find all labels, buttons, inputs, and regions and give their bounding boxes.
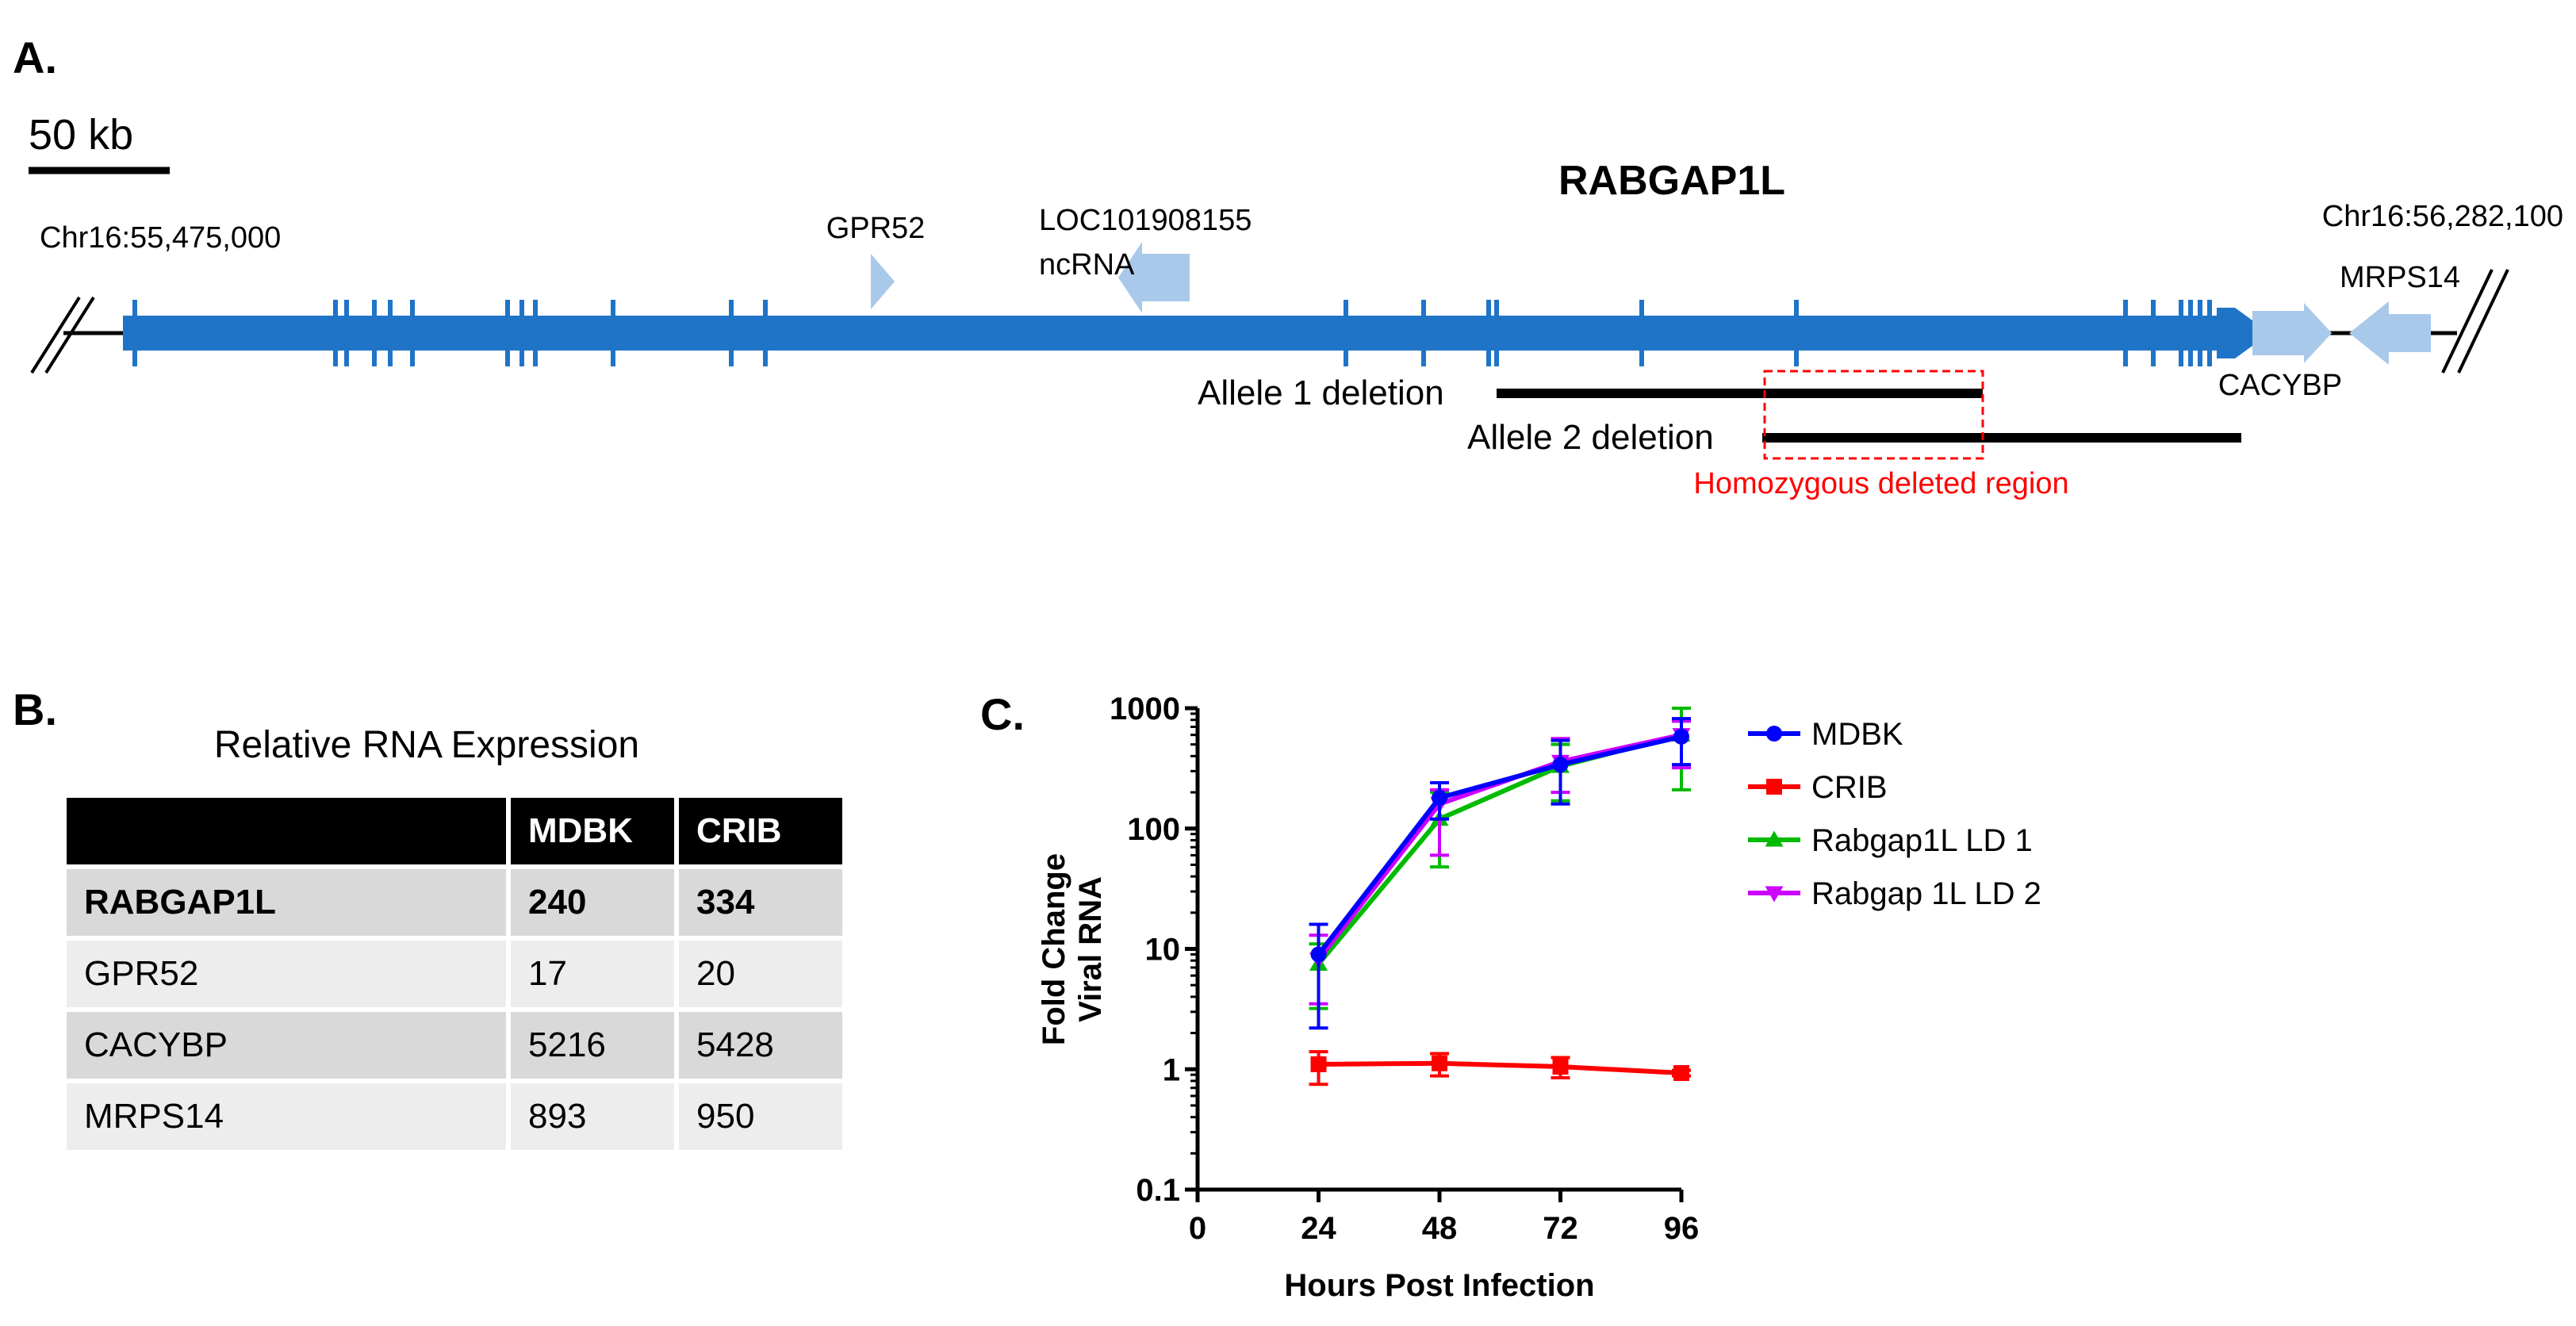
allele-2-deletion-label: Allele 2 deletion bbox=[1467, 418, 1714, 457]
legend-marker bbox=[1765, 830, 1784, 847]
legend-entry: CRIB bbox=[1748, 770, 1888, 805]
mrps14-label: MRPS14 bbox=[2340, 261, 2460, 294]
scale-bar-label: 50 kb bbox=[29, 111, 133, 159]
gene-name-cell: CACYBP bbox=[67, 1012, 506, 1079]
table-row: MRPS14 893 950 bbox=[67, 1083, 842, 1150]
loc101908155-label: LOC101908155 bbox=[1039, 204, 1252, 237]
gene-name-cell: GPR52 bbox=[67, 941, 506, 1007]
y-tick-label: 100 bbox=[1127, 812, 1180, 847]
mdbk-value-cell: 893 bbox=[511, 1083, 674, 1150]
data-point bbox=[1673, 1065, 1689, 1082]
data-point bbox=[1432, 790, 1447, 807]
homozygous-deleted-label: Homozygous deleted region bbox=[1693, 467, 2068, 500]
y-axis-title-line: Viral RNA bbox=[1073, 876, 1108, 1022]
x-tick-label: 96 bbox=[1664, 1211, 1700, 1246]
table-row: RABGAP1L 240 334 bbox=[67, 869, 842, 936]
x-tick-label: 72 bbox=[1543, 1211, 1578, 1246]
legend-entry: MDBK bbox=[1748, 717, 1903, 752]
y-tick-label: 0.1 bbox=[1136, 1173, 1180, 1208]
homozygous-deleted-box bbox=[1763, 370, 1984, 460]
allele-1-deletion-label: Allele 1 deletion bbox=[1198, 374, 1444, 412]
right-coordinate: Chr16:56,282,100 bbox=[2322, 200, 2563, 233]
y-tick-label: 1000 bbox=[1110, 692, 1180, 726]
series-line bbox=[1317, 732, 1682, 966]
mdbk-value-cell: 240 bbox=[511, 869, 674, 936]
table-title: Relative RNA Expression bbox=[213, 724, 640, 766]
table-header-cell: CRIB bbox=[679, 798, 842, 864]
mdbk-value-cell: 17 bbox=[511, 941, 674, 1007]
gene-name-cell: RABGAP1L bbox=[67, 869, 506, 936]
mdbk-value-cell: 5216 bbox=[511, 1012, 674, 1079]
left-coordinate: Chr16:55,475,000 bbox=[40, 221, 281, 255]
series-line bbox=[1317, 734, 1682, 956]
expression-table: MDBK CRIB RABGAP1L 240 334 GPR52 17 20 C… bbox=[62, 793, 847, 1155]
table-header-cell: MDBK bbox=[511, 798, 674, 864]
panel-a-label: A. bbox=[13, 33, 57, 82]
legend-label: MDBK bbox=[1811, 717, 1903, 752]
legend-label: CRIB bbox=[1811, 770, 1888, 805]
data-point bbox=[1432, 1055, 1447, 1071]
table-row: CACYBP 5216 5428 bbox=[67, 1012, 842, 1079]
gene-title: RABGAP1L bbox=[1558, 158, 1785, 204]
data-point bbox=[1552, 757, 1569, 773]
legend-label: Rabgap1L LD 1 bbox=[1811, 823, 2033, 858]
gene-name-cell: MRPS14 bbox=[67, 1083, 506, 1150]
data-point bbox=[1310, 1056, 1327, 1072]
y-axis-title-line: Fold Change bbox=[1037, 853, 1071, 1045]
x-tick-label: 48 bbox=[1422, 1211, 1458, 1246]
panel-b-label: B. bbox=[13, 684, 57, 734]
y-tick-label: 1 bbox=[1163, 1052, 1180, 1087]
series-line bbox=[1318, 1060, 1682, 1076]
y-axis-title: Fold ChangeViral RNA bbox=[1037, 853, 1108, 1045]
series-crib bbox=[1309, 1050, 1691, 1086]
table-row: GPR52 17 20 bbox=[67, 941, 842, 1007]
crib-value-cell: 5428 bbox=[679, 1012, 842, 1079]
cacybp-label: CACYBP bbox=[2218, 369, 2342, 402]
legend-label: Rabgap 1L LD 2 bbox=[1811, 876, 2041, 911]
panel-c-label: C. bbox=[980, 689, 1025, 739]
series-rabgap-1l-ld-2 bbox=[1309, 719, 1691, 1006]
x-axis-title: Hours Post Infection bbox=[1284, 1268, 1594, 1303]
left-break-mark bbox=[30, 296, 95, 374]
gpr52-arrow bbox=[871, 254, 895, 309]
legend-marker bbox=[1766, 726, 1782, 742]
legend-marker bbox=[1765, 886, 1784, 903]
rabgap1l-gene-body bbox=[123, 308, 2270, 358]
cacybp-arrow-body bbox=[2252, 303, 2332, 363]
crib-value-cell: 950 bbox=[679, 1083, 842, 1150]
data-point bbox=[1673, 728, 1689, 745]
series-mdbk bbox=[1309, 717, 1691, 1030]
gpr52-label: GPR52 bbox=[826, 212, 926, 245]
legend-entry: Rabgap 1L LD 2 bbox=[1748, 876, 2041, 911]
x-tick-label: 24 bbox=[1301, 1211, 1336, 1246]
panel-a-gene-map: A. 50 kb RABGAP1L Chr16:55,475,000 Chr16… bbox=[13, 33, 2563, 500]
rabgap1l-exons bbox=[132, 300, 2212, 366]
data-point bbox=[1310, 946, 1327, 963]
legend-entry: Rabgap1L LD 1 bbox=[1748, 823, 2033, 858]
series-rabgap1l-ld-1 bbox=[1309, 707, 1691, 1010]
data-point bbox=[1552, 1059, 1569, 1075]
crib-value-cell: 20 bbox=[679, 941, 842, 1007]
series-line bbox=[1317, 732, 1682, 961]
mrps14-arrow bbox=[2349, 301, 2431, 365]
table-header-row: MDBK CRIB bbox=[67, 798, 842, 864]
table-header-cell bbox=[67, 798, 506, 864]
right-break-mark bbox=[2441, 269, 2509, 374]
loc101908155-arrow bbox=[1118, 242, 1190, 313]
ncrna-label: ncRNA bbox=[1039, 248, 1135, 282]
legend-marker bbox=[1766, 779, 1782, 795]
crib-value-cell: 334 bbox=[679, 869, 842, 936]
x-tick-label: 0 bbox=[1189, 1211, 1206, 1246]
y-tick-label: 10 bbox=[1145, 933, 1181, 968]
